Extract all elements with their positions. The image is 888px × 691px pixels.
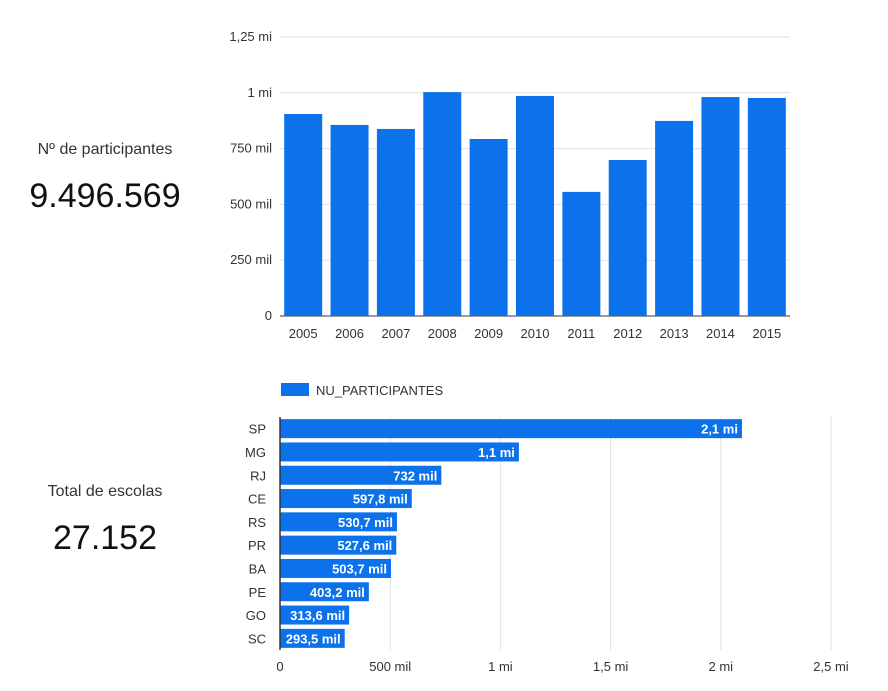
bar-2009 — [469, 139, 508, 316]
x-tick-label: 2012 — [613, 326, 642, 341]
bar-2008 — [423, 92, 462, 316]
kpi-label: Nº de participantes — [37, 141, 173, 158]
x-tick-label: 1,5 mi — [593, 659, 629, 674]
bar-GO — [280, 605, 350, 625]
y-tick-label: 0 — [265, 308, 272, 323]
x-tick-label: 2 mi — [709, 659, 734, 674]
data-label: 313,6 mil — [290, 608, 345, 623]
x-tick-label: 2009 — [474, 326, 503, 341]
bar-PR — [280, 535, 397, 555]
y-tick-label: PR — [248, 538, 266, 553]
x-tick-label: 0 — [276, 659, 283, 674]
bar-2012 — [608, 159, 647, 316]
data-label: 597,8 mil — [353, 492, 408, 507]
y-tick-label: 750 mil — [230, 141, 272, 156]
x-tick-label: 500 mil — [369, 659, 411, 674]
data-label: 530,7 mil — [338, 515, 393, 530]
y-tick-label: PE — [249, 585, 267, 600]
bar-SC — [280, 628, 345, 648]
y-tick-label: 250 mil — [230, 252, 272, 267]
y-tick-label: GO — [246, 608, 266, 623]
x-tick-label: 2010 — [521, 326, 550, 341]
data-label: 732 mil — [393, 468, 437, 483]
y-tick-label: CE — [248, 492, 266, 507]
data-label: 403,2 mil — [310, 585, 365, 600]
x-tick-label: 1 mi — [488, 659, 513, 674]
bar-BA — [280, 558, 392, 578]
bar-RS — [280, 512, 397, 532]
y-tick-label: BA — [249, 561, 267, 576]
x-tick-label: 2,5 mi — [813, 659, 849, 674]
data-label: 503,7 mil — [332, 561, 387, 576]
y-tick-label: RS — [248, 515, 266, 530]
x-tick-label: 2008 — [428, 326, 457, 341]
data-label: 293,5 mil — [286, 631, 341, 646]
kpi-value: 9.496.569 — [29, 177, 181, 215]
kpi-label: Total de escolas — [47, 483, 163, 500]
bar-CE — [280, 489, 412, 509]
kpi-participants: Nº de participantes 9.496.569 — [0, 141, 210, 216]
bar-2014 — [701, 97, 740, 316]
x-tick-label: 2015 — [752, 326, 781, 341]
y-tick-label: 1,25 mi — [229, 29, 272, 44]
bar-2007 — [376, 128, 415, 316]
kpi-value: 27.152 — [53, 519, 157, 557]
bar-PE — [280, 582, 369, 602]
x-tick-label: 2005 — [289, 326, 318, 341]
bar-2006 — [330, 124, 369, 317]
bar-2011 — [562, 191, 601, 316]
kpi-schools: Total de escolas 27.152 — [0, 483, 210, 558]
y-tick-label: SP — [249, 422, 266, 437]
data-label: 2,1 mi — [701, 422, 738, 437]
y-tick-label: SC — [248, 631, 266, 646]
x-tick-label: 2014 — [706, 326, 735, 341]
bar-SP — [280, 419, 742, 439]
bar-2013 — [655, 120, 694, 316]
x-tick-label: 2006 — [335, 326, 364, 341]
y-tick-label: 500 mil — [230, 196, 272, 211]
bar-2010 — [516, 95, 554, 316]
data-label: 527,6 mil — [337, 538, 392, 553]
bar-2015 — [747, 97, 786, 317]
y-tick-label: RJ — [250, 468, 266, 483]
y-tick-label: MG — [245, 445, 266, 460]
bar-RJ — [280, 465, 442, 485]
bar-MG — [280, 442, 519, 462]
x-tick-label: 2011 — [567, 326, 595, 341]
bar-2005 — [284, 114, 323, 316]
data-label: 1,1 mi — [478, 445, 515, 460]
x-tick-label: 2007 — [381, 326, 410, 341]
y-tick-label: 1 mi — [247, 85, 272, 100]
legend-swatch — [281, 383, 309, 396]
x-tick-label: 2013 — [660, 326, 689, 341]
legend-label: NU_PARTICIPANTES — [316, 383, 443, 398]
